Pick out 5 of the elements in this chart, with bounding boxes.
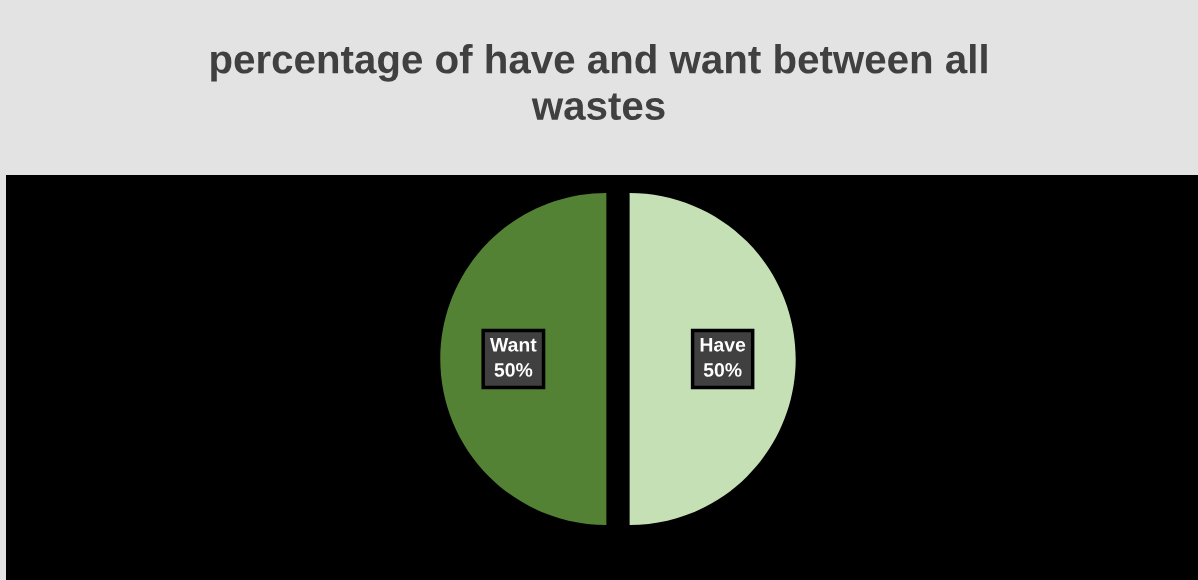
slice-label: Want: [489, 338, 537, 352]
data-label: 50%: [703, 363, 742, 377]
chart-title: percentage of have and want between all wastes: [211, 43, 987, 121]
data-label: 50%: [494, 363, 533, 377]
slice-label: Have: [700, 338, 746, 352]
